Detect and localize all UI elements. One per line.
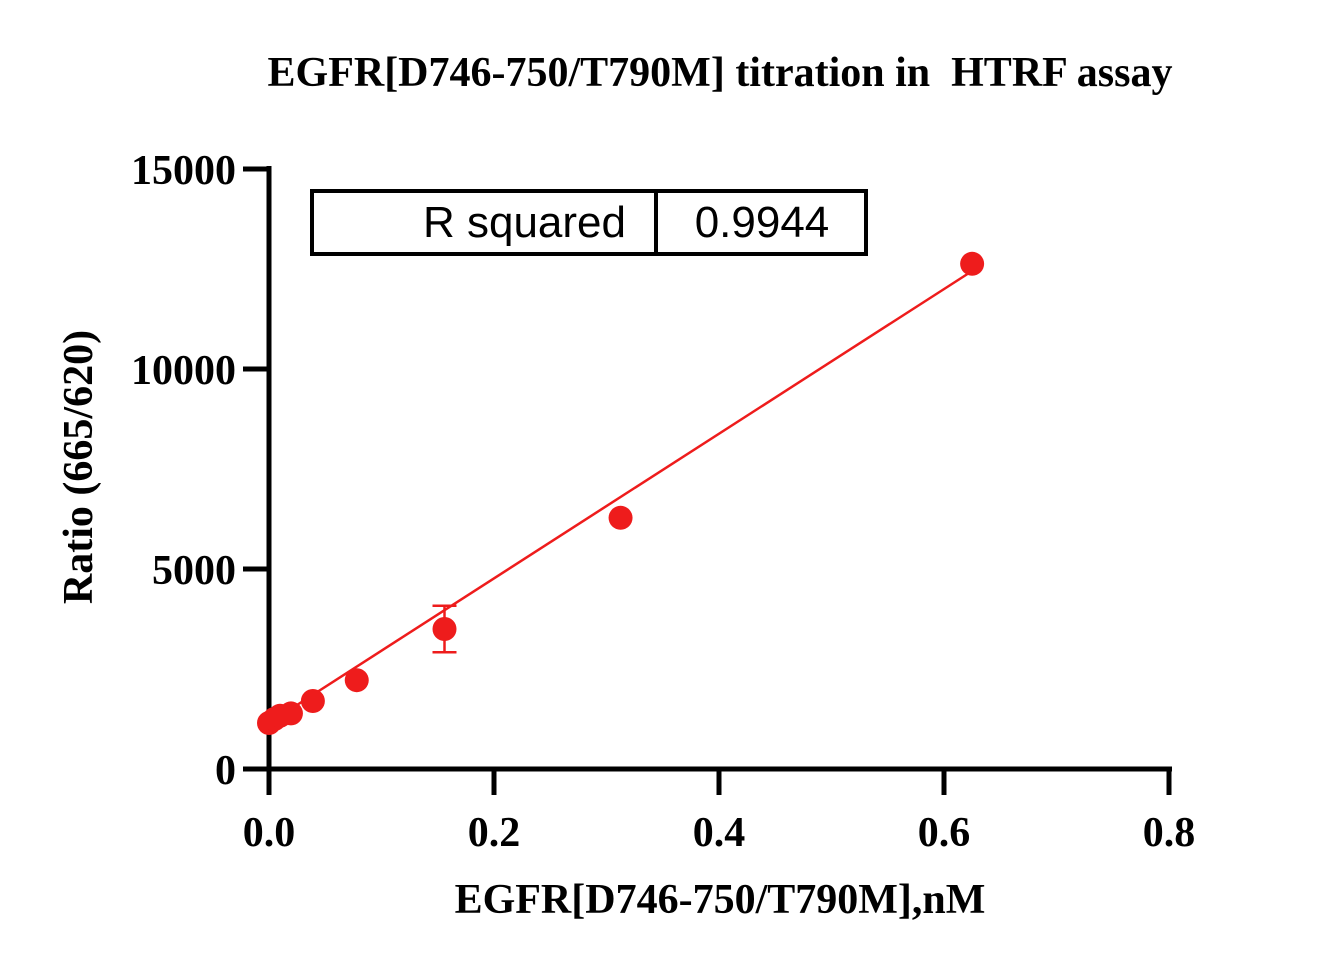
x-axis-label: EGFR[D746-750/T790M],nM: [455, 877, 986, 923]
data-point: [608, 505, 633, 530]
x-tick-label: 0.0: [243, 810, 296, 856]
y-tick-label: 10000: [131, 348, 236, 394]
y-ticks: 0 5000 10000 15000: [131, 148, 269, 794]
x-tick-label: 0.8: [1143, 810, 1196, 856]
y-tick-label: 0: [215, 748, 236, 794]
r-squared-label: R squared: [423, 198, 626, 247]
r-squared-value: 0.9944: [695, 198, 830, 247]
x-tick-label: 0.2: [468, 810, 521, 856]
data-point: [960, 251, 985, 276]
data-point: [278, 701, 303, 726]
y-axis-label: Ratio (665/620): [56, 330, 102, 604]
y-tick-label: 15000: [131, 148, 236, 194]
x-ticks: 0.0 0.2 0.4 0.6 0.8: [243, 769, 1196, 856]
fit-line-layer: [268, 269, 973, 725]
r-squared-box-frame: [310, 189, 868, 256]
chart-title: EGFR[D746-750/T790M] titration in HTRF a…: [268, 50, 1173, 96]
x-tick-label: 0.6: [918, 810, 971, 856]
data-point: [432, 617, 457, 641]
y-tick-label: 5000: [152, 548, 236, 594]
x-tick-label: 0.4: [693, 810, 746, 856]
axes: 0 5000 10000 15000 0.0 0.2 0.4 0.6 0.8: [131, 148, 1195, 856]
data-point: [300, 689, 325, 713]
r-squared-box: R squared 0.9944: [310, 189, 868, 256]
fit-line: [268, 269, 973, 725]
data-point: [344, 668, 369, 693]
data-points-layer: [257, 251, 985, 735]
